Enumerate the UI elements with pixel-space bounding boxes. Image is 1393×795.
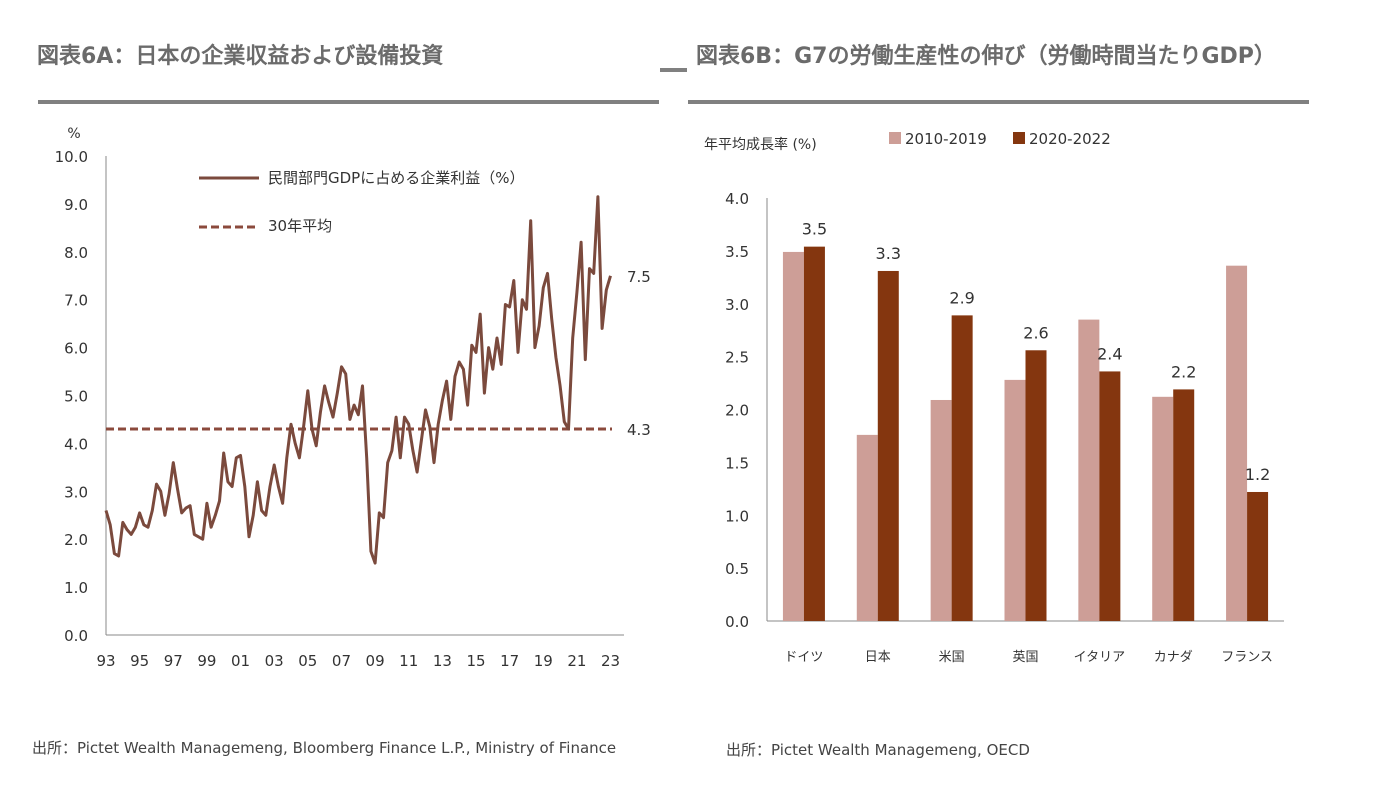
bar-2010-2019 (1078, 319, 1100, 621)
line-chart-y-tick-label: 10.0 (55, 148, 88, 166)
bar-category-label: 英国 (1012, 650, 1038, 665)
line-chart-x-tick-label: 11 (399, 652, 418, 670)
bar-category-label: ドイツ (784, 650, 823, 665)
bar-data-label: 2.4 (1097, 344, 1122, 363)
line-chart-x-tick-label: 99 (197, 652, 216, 670)
line-chart-y-tick-label: 8.0 (64, 244, 88, 262)
bar-category-label: カナダ (1154, 650, 1193, 665)
legend-profit-share-label: 民間部門GDPに占める企業利益（%） (268, 169, 524, 187)
bar-category-label: イタリア (1074, 650, 1125, 665)
bar-2010-2019 (1226, 265, 1248, 621)
line-chart-y-tick-label: 9.0 (64, 196, 88, 214)
line-chart-x-tick-label: 07 (332, 652, 351, 670)
line-chart-y-tick-label: 4.0 (64, 435, 88, 453)
legend-label-2020-2022: 2020-2022 (1029, 130, 1111, 148)
line-chart-y-tick-label: 2.0 (64, 531, 88, 549)
bar-chart-y-tick-label: 0.0 (725, 613, 749, 631)
right-title-rule (688, 100, 1309, 104)
bar-chart-y-tick-label: 2.5 (725, 349, 749, 367)
line-chart-x-tick-label: 97 (164, 652, 183, 670)
line-chart-x-tick-label: 09 (366, 652, 385, 670)
bar-2020-2022 (1247, 491, 1269, 621)
bar-chart-y-tick-label: 0.5 (725, 560, 749, 578)
line-chart-x-tick-label: 17 (500, 652, 519, 670)
line-chart-x-tick-label: 05 (298, 652, 317, 670)
line-chart-y-unit: % (67, 126, 80, 142)
legend-swatch-2020-2022 (1013, 132, 1025, 144)
bar-2010-2019 (1152, 396, 1174, 621)
bar-category-label: フランス (1221, 650, 1273, 665)
bar-2010-2019 (782, 251, 804, 621)
bar-category-label: 日本 (865, 650, 891, 665)
bar-data-label: 2.2 (1171, 362, 1196, 381)
line-chart-y-tick-label: 0.0 (64, 627, 88, 645)
bar-2020-2022 (803, 246, 825, 621)
bar-chart-y-tick-label: 3.0 (725, 296, 749, 314)
line-chart-y-tick-label: 6.0 (64, 340, 88, 358)
bar-2020-2022 (1025, 350, 1047, 621)
bar-chart-y-title: 年平均成長率 (%) (704, 136, 817, 153)
line-chart-y-tick-label: 7.0 (64, 292, 88, 310)
legend-label-2010-2019: 2010-2019 (905, 130, 987, 148)
bar-category-label: 米国 (939, 650, 965, 665)
line-chart-x-tick-label: 01 (231, 652, 250, 670)
bar-chart-y-tick-label: 2.0 (725, 402, 749, 420)
right-source-note: 出所：Pictet Wealth Managemeng, OECD (726, 741, 1030, 759)
left-chart-title: 図表6A：日本の企業収益および設備投資 (37, 44, 444, 69)
line-chart-x-tick-label: 03 (265, 652, 284, 670)
bar-data-label: 3.5 (802, 220, 827, 239)
bar-2020-2022 (877, 270, 899, 621)
line-chart-y-tick-label: 5.0 (64, 388, 88, 406)
right-chart-title: 図表6B：G7の労働生産性の伸び（労働時間当たりGDP） (696, 44, 1276, 69)
line-chart-x-tick-label: 95 (130, 652, 149, 670)
line-chart-x-tick-label: 13 (433, 652, 452, 670)
bar-chart-y-tick-label: 1.5 (725, 454, 749, 472)
title-separator-dash (660, 68, 687, 72)
profit-share-end-label: 7.5 (627, 268, 651, 286)
line-chart-x-tick-label: 15 (466, 652, 485, 670)
bar-chart-y-tick-label: 1.0 (725, 507, 749, 525)
bar-chart-y-tick-label: 4.0 (725, 190, 749, 208)
bar-2010-2019 (930, 399, 952, 621)
profit-share-line (104, 195, 612, 565)
bar-chart-y-tick-label: 3.5 (725, 243, 749, 261)
bar-data-label: 3.3 (876, 244, 901, 263)
bar-data-label: 2.9 (949, 288, 974, 307)
line-chart-y-tick-label: 3.0 (64, 483, 88, 501)
line-chart-x-tick-label: 23 (601, 652, 620, 670)
legend-swatch-2010-2019 (889, 132, 901, 144)
left-source-note: 出所：Pictet Wealth Managemeng, Bloomberg F… (32, 739, 617, 757)
line-chart-x-tick-label: 19 (534, 652, 553, 670)
line-chart-y-tick-label: 1.0 (64, 579, 88, 597)
legend-average-label: 30年平均 (268, 217, 332, 235)
average-end-label: 4.3 (627, 421, 651, 439)
line-chart-x-tick-label: 93 (96, 652, 115, 670)
bar-2010-2019 (1004, 379, 1026, 621)
bar-data-label: 2.6 (1023, 323, 1048, 342)
bar-2020-2022 (1173, 389, 1195, 621)
bar-2020-2022 (951, 315, 973, 621)
bar-2010-2019 (856, 434, 878, 621)
line-chart-x-tick-label: 21 (567, 652, 586, 670)
bar-data-label: 1.2 (1245, 465, 1270, 484)
left-title-rule (38, 100, 659, 104)
bar-2020-2022 (1099, 371, 1121, 621)
